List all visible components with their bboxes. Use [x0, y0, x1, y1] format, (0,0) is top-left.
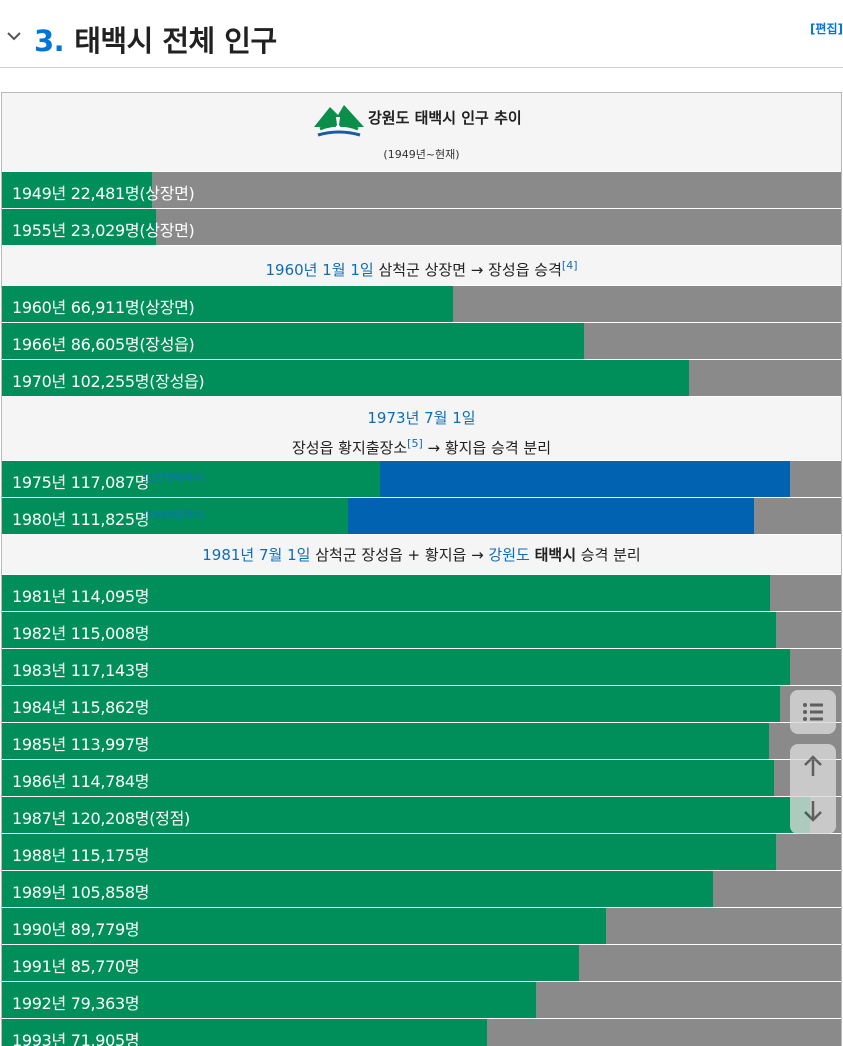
- population-bar-secondary: [380, 461, 790, 497]
- population-row: 1991년 85,770명: [2, 945, 841, 982]
- population-bar: [2, 360, 689, 396]
- arrow-up-icon[interactable]: [790, 744, 836, 789]
- note-1981: 1981년 7월 1일 삼척군 장성읍 + 황지읍 → 강원도 태백시 승격 분…: [2, 535, 841, 575]
- population-label: 1970년 102,255명(장성읍): [12, 372, 205, 391]
- population-bar: [2, 323, 584, 359]
- ref-5-link[interactable]: [5]: [407, 437, 423, 450]
- note-1973: 1973년 7월 1일 장성읍 황지출장소[5] → 황지읍 승격 분리: [2, 397, 841, 461]
- note-1973-text-after: → 황지읍 승격 분리: [422, 439, 551, 457]
- population-bar: [2, 686, 780, 722]
- population-label: 1955년 23,029명(상장면): [12, 221, 195, 240]
- section-title-text: 태백시 전체 인구: [74, 24, 277, 58]
- population-row: 1960년 66,911명(상장면): [2, 286, 841, 323]
- note-1973-date-link[interactable]: 1973년 7월 1일: [367, 409, 476, 427]
- population-bar: [2, 461, 380, 497]
- population-label: 1984년 115,862명: [12, 698, 150, 717]
- population-label-secondary: (1980태백시): [144, 510, 205, 521]
- section-number: 3.: [34, 24, 65, 58]
- population-bar: [2, 172, 152, 208]
- population-row: 1989년 105,858명: [2, 871, 841, 908]
- population-label: 1991년 85,770명: [12, 957, 140, 976]
- population-label: 1990년 89,779명: [12, 920, 140, 939]
- scroll-nav: [790, 744, 836, 834]
- population-label: 1989년 105,858명: [12, 883, 150, 902]
- table-caption: 강원도 태백시 인구 추이 (1949년~현재): [2, 93, 841, 172]
- population-row: 1986년 114,784명: [2, 760, 841, 797]
- population-row: 1987년 120,208명(정점): [2, 797, 841, 834]
- population-bar: [2, 871, 713, 907]
- note-1981-text1: 삼척군 장성읍 + 황지읍 →: [310, 546, 489, 564]
- population-row: 1992년 79,363명: [2, 982, 841, 1019]
- population-bar: [2, 908, 606, 944]
- gangwon-link[interactable]: 강원도: [488, 546, 530, 564]
- population-bar: [2, 834, 776, 870]
- population-label: 1975년 117,087명: [12, 473, 150, 492]
- population-label: 1983년 117,143명: [12, 661, 150, 680]
- note-1960-date-link[interactable]: 1960년 1월 1일: [265, 261, 374, 279]
- population-label: 1985년 113,997명: [12, 735, 150, 754]
- population-bar: [2, 209, 156, 245]
- population-bar: [2, 498, 348, 534]
- population-row: 1993년 71,905명: [2, 1019, 841, 1046]
- population-bar: [2, 649, 790, 685]
- population-row: 1955년 23,029명(상장면): [2, 209, 841, 246]
- population-label: 1982년 115,008명: [12, 624, 150, 643]
- population-bar: [2, 1019, 487, 1046]
- note-1960-text: 삼척군 상장면 → 장성읍 승격: [373, 261, 562, 279]
- population-row: 1983년 117,143명: [2, 649, 841, 686]
- population-bar: [2, 797, 810, 833]
- section-title: 3. 태백시 전체 인구: [34, 18, 277, 60]
- list-icon: [803, 703, 823, 721]
- population-label: 1987년 120,208명(정점): [12, 809, 190, 828]
- population-label: 1960년 66,911명(상장면): [12, 298, 195, 317]
- note-1973-text-before: 장성읍 황지출장소: [291, 439, 408, 457]
- population-label: 1949년 22,481명(상장면): [12, 184, 195, 203]
- population-row: 1975년 117,087명 (1975태백시): [2, 461, 841, 498]
- population-label-secondary: (1975태백시): [144, 473, 205, 484]
- ref-4-link[interactable]: [4]: [561, 259, 578, 272]
- note-1981-text3: 승격 분리: [576, 546, 641, 564]
- population-bar: [2, 612, 776, 648]
- note-1960: 1960년 1월 1일 삼척군 상장면 → 장성읍 승격[4]: [2, 246, 841, 286]
- population-row: 1949년 22,481명(상장면): [2, 172, 841, 209]
- population-table: 강원도 태백시 인구 추이 (1949년~현재) 1949년 22,481명(상…: [1, 92, 842, 1046]
- chevron-down-icon[interactable]: [6, 30, 22, 42]
- population-label: 1988년 115,175명: [12, 846, 150, 865]
- population-row: 1988년 115,175명: [2, 834, 841, 871]
- population-row: 1981년 114,095명: [2, 575, 841, 612]
- population-bar: [2, 723, 769, 759]
- population-row: 1966년 86,605명(장성읍): [2, 323, 841, 360]
- note-1981-bold: 태백시: [534, 546, 576, 564]
- population-bar-secondary: [348, 498, 754, 534]
- population-row: 1990년 89,779명: [2, 908, 841, 945]
- population-bar: [2, 760, 774, 796]
- population-row: 1984년 115,862명: [2, 686, 841, 723]
- edit-link[interactable]: [편집]: [809, 22, 843, 36]
- population-bar: [2, 575, 770, 611]
- population-bar: [2, 286, 453, 322]
- population-label: 1966년 86,605명(장성읍): [12, 335, 195, 354]
- population-bar: [2, 982, 536, 1018]
- toc-button[interactable]: [790, 690, 836, 734]
- population-row: 1980년 111,825명 (1980태백시): [2, 498, 841, 535]
- population-bar: [2, 945, 579, 981]
- population-row: 1982년 115,008명: [2, 612, 841, 649]
- population-label: 1993년 71,905명: [12, 1031, 140, 1046]
- section-header: 3. 태백시 전체 인구 [편집]: [0, 0, 843, 68]
- population-label: 1992년 79,363명: [12, 994, 140, 1013]
- arrow-down-icon[interactable]: [790, 789, 836, 834]
- caption-subtitle: (1949년~현재): [383, 148, 460, 161]
- taebaek-logo-icon: [314, 105, 364, 137]
- caption-title: 강원도 태백시 인구 추이: [368, 109, 522, 127]
- population-label: 1986년 114,784명: [12, 772, 150, 791]
- population-label: 1981년 114,095명: [12, 587, 150, 606]
- population-row: 1985년 113,997명: [2, 723, 841, 760]
- population-row: 1970년 102,255명(장성읍): [2, 360, 841, 397]
- note-1981-date-link[interactable]: 1981년 7월 1일: [202, 546, 311, 564]
- population-label: 1980년 111,825명: [12, 510, 150, 529]
